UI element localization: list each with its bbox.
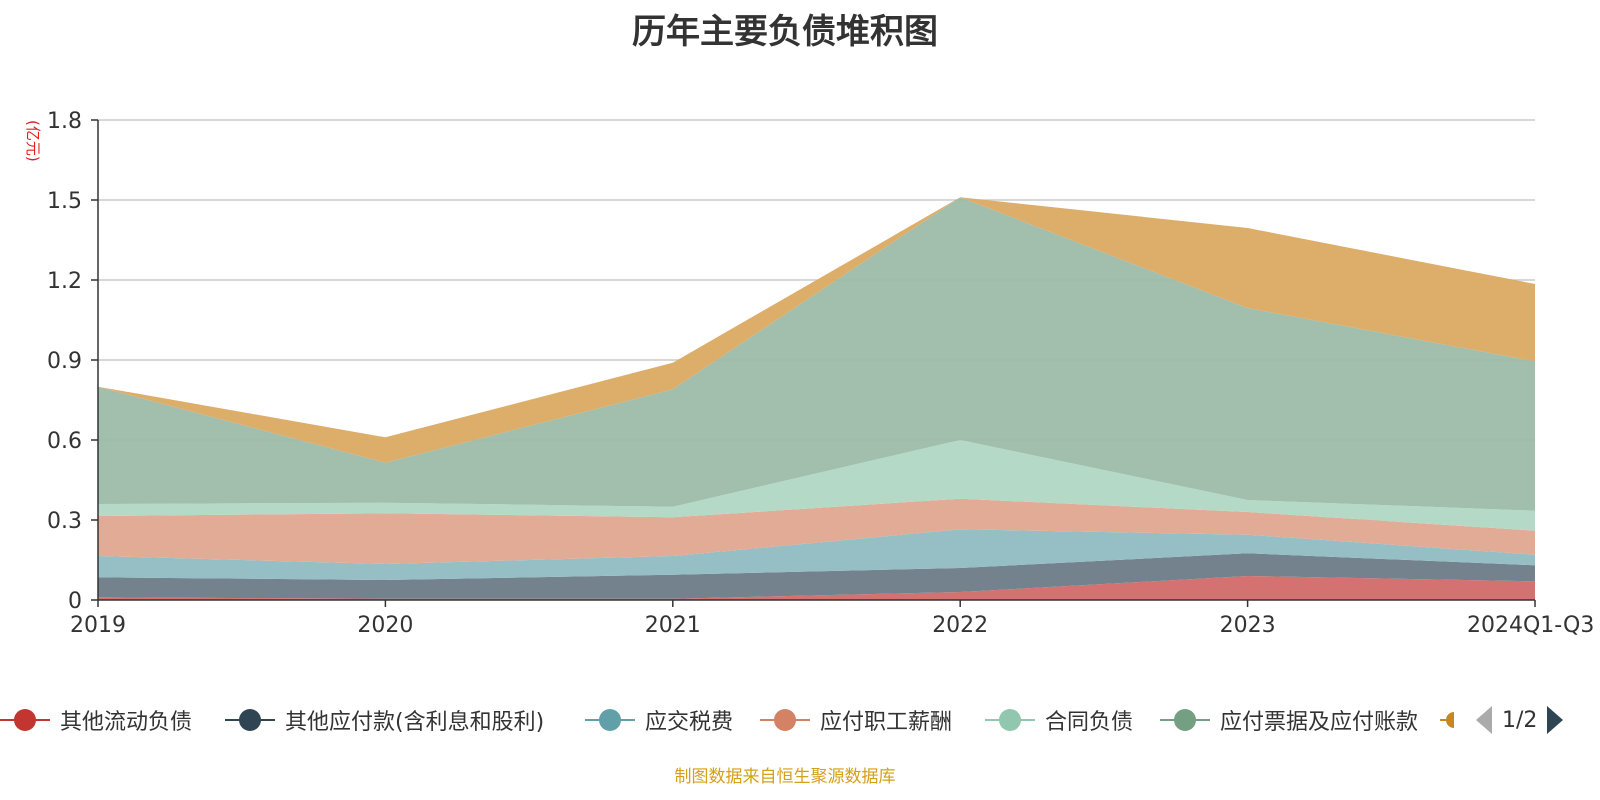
area-series-0[interactable] (98, 576, 1535, 600)
legend-marker-partial-icon[interactable] (1440, 712, 1454, 728)
x-tick-label: 2021 (645, 613, 701, 638)
chart-title: 历年主要负债堆积图 (632, 12, 938, 52)
legend-label: 其他流动负债 (60, 710, 193, 735)
x-tick-label: 2023 (1220, 613, 1276, 638)
area-series-6[interactable] (98, 197, 1535, 463)
x-tick-labels: 2019 2020 2021 2022 2023 2024Q1-Q3 (70, 613, 1594, 638)
legend-marker-icon (585, 704, 635, 736)
y-tick-label: 1.2 (47, 269, 82, 294)
legend-item[interactable]: 应交税费 (585, 704, 733, 736)
legend-marker-icon (1160, 704, 1210, 736)
legend-marker-icon (760, 704, 810, 736)
y-tick-label: 1.5 (47, 189, 82, 214)
legend-pager: 1/2 (1476, 704, 1564, 736)
legend-label: 合同负债 (1045, 710, 1134, 735)
legend-label: 应付职工薪酬 (820, 710, 953, 735)
legend-label: 应交税费 (645, 710, 734, 735)
x-tick-label: 2022 (932, 613, 988, 638)
pager-text: 1/2 (1502, 707, 1538, 733)
area-series-1[interactable] (98, 553, 1535, 599)
legend-item[interactable]: 应付职工薪酬 (760, 704, 952, 736)
y-tick-label: 0.9 (47, 349, 82, 374)
y-tick-label: 1.8 (47, 109, 82, 134)
legend-item[interactable]: 合同负债 (985, 704, 1133, 736)
y-tick-label: 0.3 (47, 509, 82, 534)
legend-marker-icon (0, 704, 50, 736)
pager-next-icon[interactable] (1547, 706, 1564, 734)
legend-item[interactable]: 其他应付款(含利息和股利) (225, 704, 544, 736)
x-tick-label: 2020 (357, 613, 413, 638)
legend-item[interactable]: 其他流动负债 (0, 704, 192, 736)
area-series-5[interactable] (98, 197, 1535, 511)
stacked-area-chart: 0 0.3 0.6 0.9 1.2 1.5 1.8 2019 2020 2021 2022 2023… (47, 109, 1594, 638)
x-tick-label: 2019 (70, 613, 126, 638)
y-tick-labels: 0 0.3 0.6 0.9 1.2 1.5 1.8 (47, 109, 82, 614)
legend: 其他流动负债 其他应付款(含利息和股利) 应交税费 应付职工薪酬 合同负债 应付票据及应付… (0, 704, 1600, 736)
pager-prev-icon[interactable] (1476, 706, 1492, 734)
source-note: 制图数据来自恒生聚源数据库 (674, 767, 896, 787)
area-series-2[interactable] (98, 529, 1535, 580)
x-tick-label: 2024Q1-Q3 (1467, 613, 1594, 638)
area-series (98, 197, 1535, 600)
legend-marker-icon (985, 704, 1035, 736)
legend-label: 应付票据及应付账款 (1220, 710, 1419, 735)
area-series-3[interactable] (98, 498, 1535, 564)
legend-label: 其他应付款(含利息和股利) (285, 710, 545, 735)
y-tick-label: 0 (68, 589, 82, 614)
legend-item[interactable]: 应付票据及应付账款 (1160, 704, 1418, 736)
y-tick-label: 0.6 (47, 429, 82, 454)
area-series-4[interactable] (98, 440, 1535, 531)
axes (91, 119, 1536, 607)
legend-marker-icon (225, 704, 275, 736)
